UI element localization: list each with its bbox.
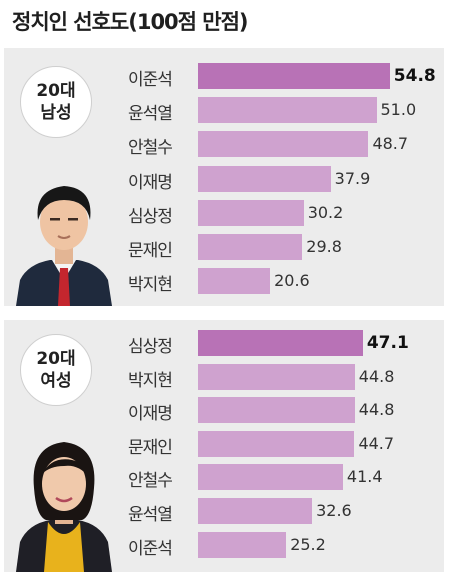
badge-gender: 남성 xyxy=(40,103,72,123)
value-label: 20.6 xyxy=(274,271,310,291)
bar xyxy=(198,498,313,524)
value-label: 37.9 xyxy=(334,168,371,188)
bar xyxy=(198,131,369,158)
bar xyxy=(198,268,271,295)
panel-20s-male: 20대 남성 이준석 54.8 윤석열 51.0 안철수 48.7 이재명 37.9 심상정 30… xyxy=(4,48,444,306)
female-politician-photo xyxy=(16,442,112,572)
value-label: 44.8 xyxy=(358,366,395,386)
value-label: 47.1 xyxy=(366,333,409,353)
value-label: 54.8 xyxy=(393,66,436,86)
category-label: 이준석 xyxy=(128,70,173,90)
value-label: 25.2 xyxy=(290,534,326,554)
value-label: 32.6 xyxy=(316,501,352,520)
category-label: 박지현 xyxy=(128,275,173,296)
badge-age: 20대 xyxy=(36,349,76,369)
male-politician-photo xyxy=(16,186,112,306)
bar xyxy=(198,234,303,260)
category-label: 안철수 xyxy=(128,471,173,492)
category-label: 윤석열 xyxy=(128,104,173,125)
bar-chart-female: 심상정 47.1 박지현 44.8 이재명 44.8 문재인 44.7 안철수 41.4 윤석열 32… xyxy=(4,320,444,572)
bar xyxy=(198,199,304,226)
category-label: 이재명 xyxy=(128,172,173,193)
chart-title: 정치인 선호도(100점 만점) xyxy=(12,10,249,34)
category-label: 안철수 xyxy=(128,138,173,159)
category-label: 이준석 xyxy=(128,538,173,559)
group-badge-male: 20대 남성 xyxy=(20,66,92,138)
group-badge-female: 20대 여성 xyxy=(20,334,92,406)
value-label: 29.8 xyxy=(306,237,342,256)
value-label: 41.4 xyxy=(346,467,383,487)
category-label: 문재인 xyxy=(128,437,173,458)
value-label: 44.8 xyxy=(358,400,395,420)
value-label: 44.7 xyxy=(358,433,395,453)
category-label: 문재인 xyxy=(128,241,173,261)
bar xyxy=(198,397,355,424)
badge-age: 20대 xyxy=(36,81,76,101)
bar xyxy=(198,531,287,558)
bar xyxy=(198,97,377,124)
bar xyxy=(198,430,355,457)
bar-chart-male: 이준석 54.8 윤석열 51.0 안철수 48.7 이재명 37.9 심상정 30.2 문재인 29… xyxy=(4,48,444,306)
panel-20s-female: 20대 여성 심상정 47.1 박지현 44.8 이재명 44.8 문재인 44.7 안철수 41… xyxy=(4,320,444,572)
value-label: 30.2 xyxy=(307,202,344,222)
bar xyxy=(198,464,343,491)
bar xyxy=(198,63,390,89)
category-label: 박지현 xyxy=(128,370,173,391)
bar xyxy=(198,165,331,192)
category-label: 심상정 xyxy=(128,206,173,227)
value-label: 51.0 xyxy=(380,100,417,120)
category-label: 윤석열 xyxy=(128,505,173,525)
bar xyxy=(198,363,355,390)
bar xyxy=(198,330,363,356)
value-label: 48.7 xyxy=(372,134,409,154)
badge-gender: 여성 xyxy=(40,371,72,391)
category-label: 심상정 xyxy=(128,337,173,357)
category-label: 이재명 xyxy=(128,404,173,425)
